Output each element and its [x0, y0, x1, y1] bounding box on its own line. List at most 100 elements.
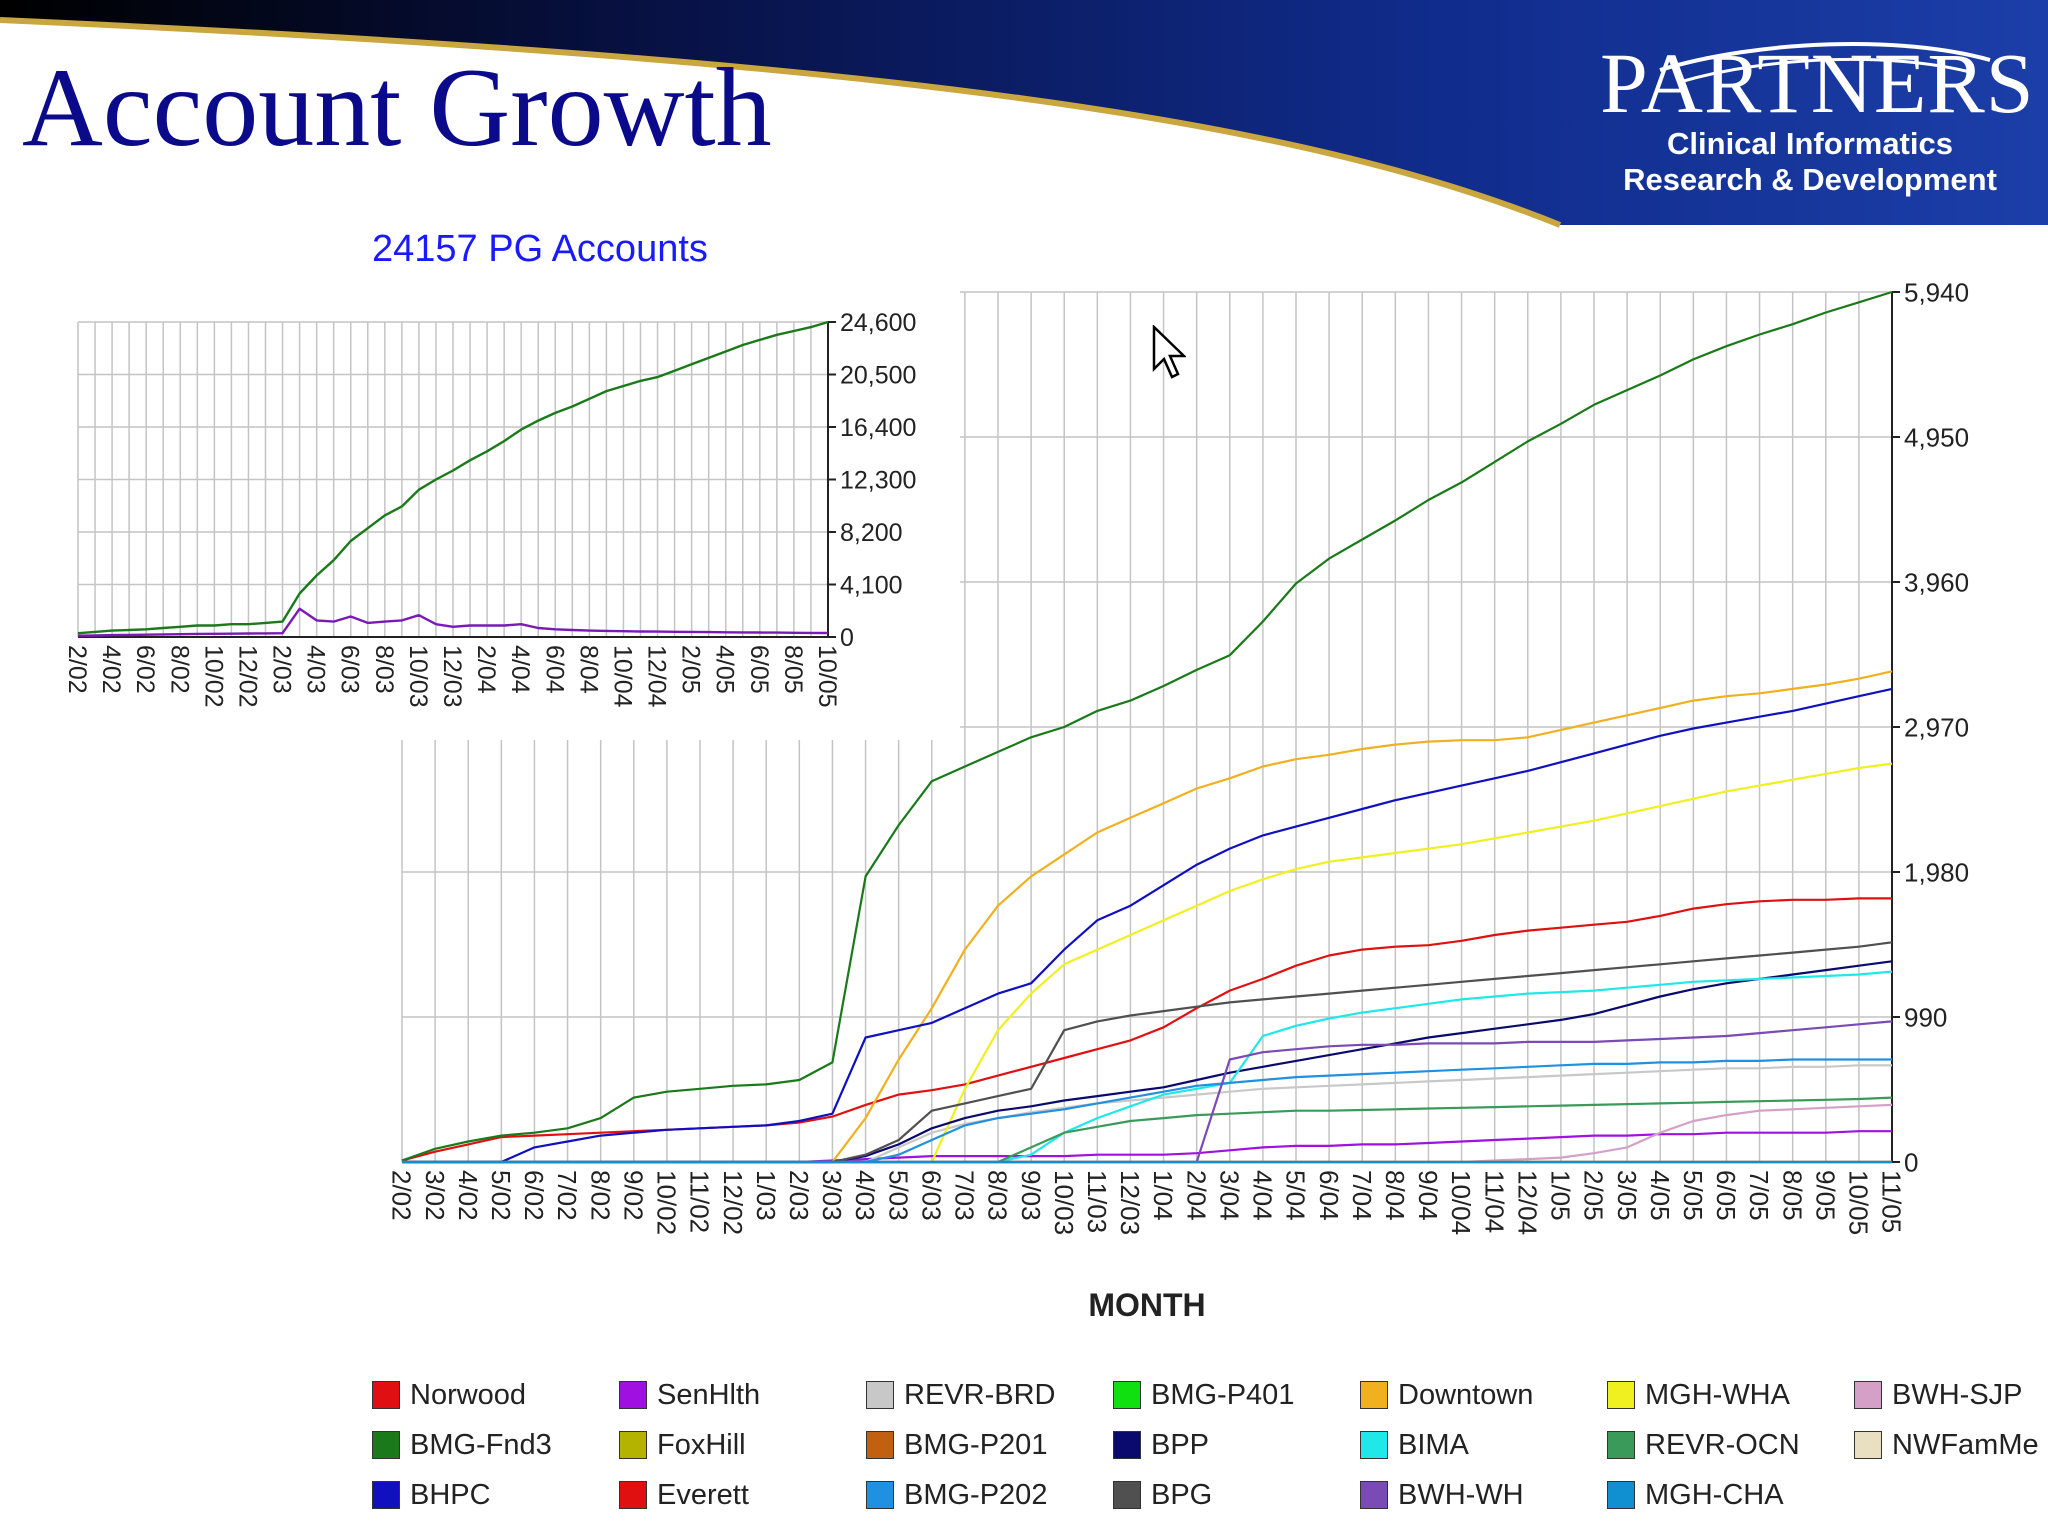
legend-item: BPG	[1113, 1475, 1212, 1515]
x-tick-label: 6/02	[131, 645, 159, 694]
x-tick-label: 10/05	[1844, 1170, 1874, 1235]
legend-swatch	[1607, 1431, 1635, 1459]
x-tick-label: 10/03	[1049, 1170, 1079, 1235]
x-tick-label: 5/05	[1678, 1170, 1708, 1221]
legend-label: BMG-P401	[1151, 1378, 1295, 1411]
y-tick-label: 4,950	[1904, 422, 1969, 452]
legend-label: BPG	[1151, 1478, 1213, 1511]
y-tick-label: 990	[1904, 1002, 1947, 1032]
legend-label: Downtown	[1398, 1378, 1534, 1411]
legend-swatch	[372, 1481, 400, 1509]
x-tick-label: 10/02	[652, 1170, 682, 1235]
y-tick-label: 20,500	[840, 362, 916, 390]
x-tick-label: 7/02	[552, 1170, 582, 1221]
series-line-1	[77, 607, 829, 637]
slide-title: Account Growth	[22, 46, 772, 170]
x-tick-label: 3/05	[1612, 1170, 1642, 1221]
x-tick-label: 9/02	[618, 1170, 648, 1221]
x-tick-label: 7/03	[950, 1170, 980, 1221]
x-tick-label: 8/04	[1380, 1170, 1410, 1221]
legend-swatch	[1854, 1381, 1882, 1409]
legend-swatch	[619, 1481, 647, 1509]
x-tick-label: 8/05	[1777, 1170, 1807, 1221]
legend-label: BPP	[1151, 1428, 1210, 1461]
x-tick-label: 4/03	[850, 1170, 880, 1221]
legend-swatch	[619, 1381, 647, 1409]
x-tick-label: 2/05	[1579, 1170, 1609, 1221]
x-tick-label: 10/04	[1446, 1170, 1476, 1235]
legend-item: BMG-P201	[866, 1425, 1047, 1465]
x-tick-label: 11/05	[1877, 1170, 1907, 1233]
logo-name: PARTNERS	[1600, 35, 2035, 131]
x-tick-label: 1/04	[1148, 1170, 1178, 1221]
y-tick-label: 8,200	[840, 519, 903, 547]
x-tick-label: 10/03	[404, 645, 432, 708]
legend-item: BWH-SJP	[1854, 1375, 2023, 1415]
x-tick-label: 5/03	[883, 1170, 913, 1221]
y-tick-label: 24,600	[840, 309, 916, 337]
legend-label: BMG-P201	[904, 1428, 1048, 1461]
x-tick-label: 8/05	[779, 645, 807, 694]
x-tick-label: 3/02	[420, 1170, 450, 1221]
legend-label: BWH-SJP	[1892, 1378, 2023, 1411]
x-tick-label: 12/04	[643, 645, 671, 708]
legend-swatch	[866, 1481, 894, 1509]
legend-item: BPP	[1113, 1425, 1209, 1465]
legend-item: NWFamMe	[1854, 1425, 2039, 1465]
inset-chart-title: 24157 PG Accounts	[372, 228, 708, 270]
legend-swatch	[866, 1381, 894, 1409]
series-line-bhpc	[402, 687, 1893, 1164]
x-tick-label: 3/03	[817, 1170, 847, 1221]
logo-line-2: Research & Development	[1623, 162, 1997, 197]
x-tick-label: 2/05	[677, 645, 705, 694]
legend-swatch	[1113, 1431, 1141, 1459]
x-tick-label: 2/03	[784, 1170, 814, 1221]
legend-label: MGH-WHA	[1645, 1378, 1790, 1411]
legend-swatch	[372, 1431, 400, 1459]
legend-swatch	[1113, 1381, 1141, 1409]
plot-background	[78, 314, 928, 639]
legend-item: Everett	[619, 1475, 749, 1515]
x-tick-label: 5/02	[486, 1170, 516, 1221]
x-tick-label: 6/05	[1711, 1170, 1741, 1221]
x-tick-label: 8/04	[574, 645, 602, 694]
legend-item: Downtown	[1360, 1375, 1533, 1415]
legend-swatch	[1360, 1431, 1388, 1459]
legend-item: BHPC	[372, 1475, 491, 1515]
partners-logo: PARTNERS Clinical Informatics Research &…	[1600, 35, 2035, 198]
x-tick-label: 5/04	[1281, 1170, 1311, 1221]
x-tick-label: 4/02	[453, 1170, 483, 1221]
legend-swatch	[1607, 1481, 1635, 1509]
y-tick-label: 12,300	[840, 467, 916, 495]
x-tick-label: 8/02	[585, 1170, 615, 1221]
x-tick-label: 10/02	[199, 645, 227, 708]
y-tick-label: 3,960	[1904, 567, 1969, 597]
x-tick-label: 11/03	[1082, 1170, 1112, 1233]
x-tick-label: 9/04	[1413, 1170, 1443, 1221]
legend-swatch	[1360, 1481, 1388, 1509]
x-tick-label: 2/02	[387, 1170, 417, 1221]
legend-item: FoxHill	[619, 1425, 746, 1465]
x-tick-label: 11/04	[1479, 1170, 1509, 1233]
x-tick-label: 2/02	[63, 645, 91, 694]
x-tick-label: 12/02	[718, 1170, 748, 1235]
legend-item: MGH-CHA	[1607, 1475, 1784, 1515]
chart-legend: Norwood SenHlth REVR-BRD BMG-P401 Downtown MG…	[372, 1375, 2039, 1535]
legend-item: SenHlth	[619, 1375, 760, 1415]
x-tick-label: 8/02	[165, 645, 193, 694]
legend-item: BIMA	[1360, 1425, 1469, 1465]
y-tick-label: 4,100	[840, 572, 903, 600]
legend-label: NWFamMe	[1892, 1428, 2039, 1461]
legend-item: REVR-BRD	[866, 1375, 1055, 1415]
legend-label: MGH-CHA	[1645, 1478, 1784, 1511]
legend-item: Norwood	[372, 1375, 526, 1415]
legend-label: Everett	[657, 1478, 749, 1511]
x-tick-label: 7/05	[1744, 1170, 1774, 1221]
x-tick-label: 10/05	[813, 645, 841, 708]
x-tick-label: 6/04	[1314, 1170, 1344, 1221]
x-tick-label: 6/03	[336, 645, 364, 694]
legend-swatch	[1607, 1381, 1635, 1409]
x-tick-label: 2/04	[472, 645, 500, 694]
series-line-0	[77, 320, 829, 635]
